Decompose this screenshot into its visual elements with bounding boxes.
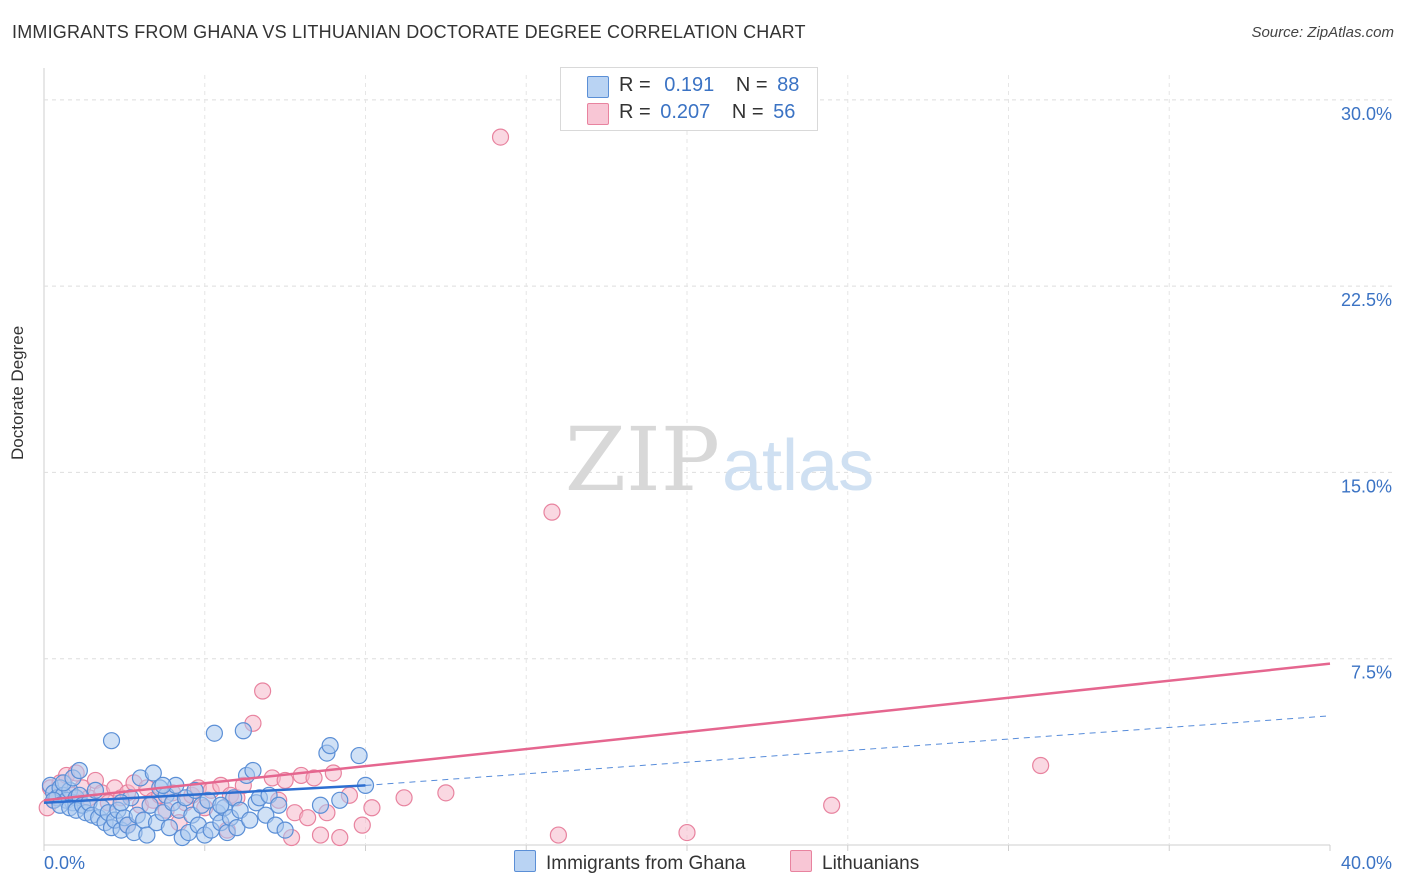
x-tick-label: 40.0% <box>1341 853 1392 873</box>
data-point-ghana <box>144 764 162 782</box>
legend-swatch-lithuanians <box>587 103 609 125</box>
chart-title: IMMIGRANTS FROM GHANA VS LITHUANIAN DOCT… <box>12 22 806 42</box>
legend-r-value-lithuanians: 0.207 <box>660 101 711 123</box>
data-point-lithuanians <box>324 764 342 782</box>
data-point-lithuanians <box>363 799 381 817</box>
legend-n-label: N = <box>735 74 768 96</box>
grid-lines <box>43 68 1392 851</box>
data-point-ghana <box>160 819 178 837</box>
y-tick-label: 7.5% <box>1351 663 1392 683</box>
trendline-lithuanians <box>43 662 1331 802</box>
data-point-lithuanians <box>311 826 330 844</box>
data-point-lithuanians <box>353 816 371 834</box>
data-point-ghana <box>244 761 262 780</box>
data-point-lithuanians <box>823 796 841 814</box>
legend-n-value-ghana: 88 <box>777 74 800 96</box>
data-point-lithuanians <box>1032 756 1050 775</box>
data-point-lithuanians <box>437 784 455 802</box>
data-point-lithuanians <box>299 809 317 827</box>
bottom-legend-swatch-ghana <box>514 850 536 872</box>
data-point-ghana <box>321 737 339 755</box>
trendline-ghana-extrapolated <box>365 715 1331 786</box>
watermark-zip: ZIP <box>565 408 720 511</box>
data-point-ghana <box>350 746 368 765</box>
data-point-ghana <box>311 796 330 814</box>
data-point-ghana <box>276 821 294 839</box>
data-point-ghana <box>205 724 223 742</box>
x-tick-label: 0.0% <box>44 853 85 873</box>
data-point-ghana <box>241 811 259 829</box>
correlation-legend: R = 0.191 N = 88 R = 0.207 N = 56 <box>560 67 818 131</box>
legend-r-label: R = <box>619 74 651 96</box>
data-point-lithuanians <box>331 828 349 847</box>
bottom-legend-ghana: Immigrants from Ghana <box>514 850 746 878</box>
y-tick-label: 22.5% <box>1341 290 1392 310</box>
data-point-lithuanians <box>549 826 568 844</box>
legend-n-label: N = <box>731 101 764 123</box>
y-tick-label: 15.0% <box>1341 476 1392 496</box>
data-point-lithuanians <box>395 789 413 807</box>
source-label: Source: ZipAtlas.com <box>1251 24 1394 41</box>
data-point-ghana <box>138 826 156 844</box>
watermark-atlas: atlas <box>722 426 874 506</box>
data-point-ghana <box>331 791 349 809</box>
y-tick-label: 30.0% <box>1341 104 1392 124</box>
bottom-legend-lithuanians: Lithuanians <box>790 850 919 878</box>
bottom-legend-label-ghana: Immigrants from Ghana <box>546 853 746 874</box>
data-point-ghana <box>234 722 252 740</box>
legend-r-value-ghana: 0.191 <box>664 74 715 96</box>
data-point-ghana <box>154 776 172 794</box>
data-point-lithuanians <box>254 682 272 700</box>
data-point-lithuanians <box>491 128 510 146</box>
data-point-ghana <box>70 761 88 780</box>
legend-r-label: R = <box>619 101 651 123</box>
data-point-lithuanians <box>678 823 696 842</box>
legend-swatch-ghana <box>587 76 609 98</box>
data-point-lithuanians <box>305 769 323 787</box>
data-point-lithuanians <box>276 771 294 790</box>
bottom-legend-swatch-lithuanians <box>790 850 812 872</box>
data-point-ghana <box>228 819 246 837</box>
bottom-legend-label-lithuanians: Lithuanians <box>822 853 920 874</box>
data-point-lithuanians <box>543 503 561 521</box>
legend-n-value-lithuanians: 56 <box>773 101 796 123</box>
data-point-ghana <box>270 796 288 814</box>
data-point-ghana <box>102 732 121 750</box>
trendline-ghana <box>43 784 366 805</box>
data-point-ghana <box>212 796 230 814</box>
